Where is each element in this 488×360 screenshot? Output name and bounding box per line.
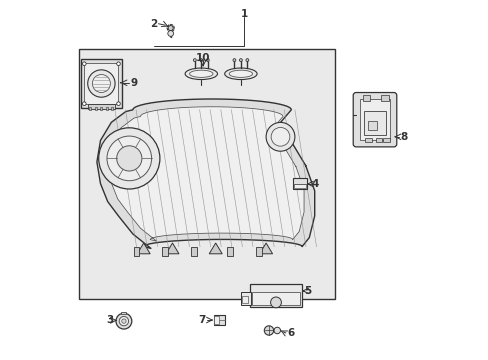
Circle shape bbox=[117, 146, 142, 171]
Ellipse shape bbox=[185, 68, 217, 80]
Circle shape bbox=[168, 26, 173, 31]
Circle shape bbox=[167, 31, 173, 36]
Circle shape bbox=[270, 297, 281, 308]
Circle shape bbox=[82, 62, 86, 66]
Bar bbox=[213, 315, 224, 325]
Text: 5: 5 bbox=[304, 286, 311, 296]
Bar bbox=[367, 121, 376, 130]
Circle shape bbox=[82, 102, 86, 105]
Bar bbox=[100, 107, 102, 110]
Circle shape bbox=[273, 327, 280, 334]
Bar bbox=[191, 247, 197, 256]
Text: 6: 6 bbox=[286, 328, 294, 338]
Bar bbox=[133, 247, 139, 256]
Text: 2: 2 bbox=[150, 19, 157, 29]
Bar bbox=[375, 138, 382, 142]
Circle shape bbox=[200, 59, 203, 62]
Circle shape bbox=[122, 319, 126, 323]
Ellipse shape bbox=[229, 70, 252, 77]
Bar bbox=[162, 247, 168, 256]
Text: 4: 4 bbox=[311, 179, 319, 189]
Ellipse shape bbox=[224, 68, 257, 80]
Bar bbox=[363, 95, 370, 101]
Polygon shape bbox=[108, 107, 304, 241]
Bar bbox=[241, 292, 250, 305]
Circle shape bbox=[119, 316, 128, 326]
Bar bbox=[121, 312, 126, 314]
Bar bbox=[292, 178, 306, 189]
Polygon shape bbox=[259, 243, 272, 254]
Text: 8: 8 bbox=[399, 132, 407, 142]
Circle shape bbox=[193, 59, 196, 62]
Circle shape bbox=[265, 122, 294, 151]
Circle shape bbox=[117, 102, 120, 105]
Bar bbox=[111, 107, 113, 110]
Circle shape bbox=[245, 59, 248, 62]
Circle shape bbox=[239, 59, 242, 62]
Bar bbox=[84, 63, 118, 104]
Ellipse shape bbox=[189, 70, 213, 77]
Text: 7: 7 bbox=[198, 315, 205, 325]
Bar bbox=[227, 247, 232, 256]
Bar bbox=[105, 107, 107, 110]
Text: 10: 10 bbox=[196, 53, 210, 63]
Text: 3: 3 bbox=[106, 315, 114, 325]
Circle shape bbox=[92, 75, 110, 93]
Bar bbox=[214, 316, 218, 324]
Circle shape bbox=[117, 62, 120, 66]
Polygon shape bbox=[166, 243, 179, 254]
Bar bbox=[256, 247, 261, 256]
Bar bbox=[249, 284, 302, 307]
Text: 9: 9 bbox=[130, 78, 137, 88]
Bar bbox=[88, 104, 115, 109]
Bar bbox=[242, 296, 248, 303]
Circle shape bbox=[270, 127, 289, 146]
Bar bbox=[251, 292, 300, 305]
Bar bbox=[363, 111, 385, 135]
Circle shape bbox=[264, 326, 273, 335]
Bar bbox=[382, 138, 389, 142]
Circle shape bbox=[99, 128, 160, 189]
Polygon shape bbox=[209, 243, 222, 254]
Circle shape bbox=[87, 70, 115, 97]
Circle shape bbox=[206, 59, 209, 62]
FancyBboxPatch shape bbox=[352, 93, 396, 147]
Bar bbox=[381, 95, 387, 101]
Bar bbox=[81, 59, 122, 108]
Bar bbox=[365, 138, 371, 142]
Circle shape bbox=[232, 59, 235, 62]
Bar bbox=[294, 184, 305, 188]
Circle shape bbox=[116, 313, 132, 329]
Circle shape bbox=[107, 136, 151, 181]
Polygon shape bbox=[137, 243, 150, 254]
Bar bbox=[79, 49, 334, 299]
Polygon shape bbox=[97, 99, 314, 248]
Bar bbox=[89, 107, 91, 110]
Bar bbox=[95, 107, 97, 110]
Text: 1: 1 bbox=[241, 9, 247, 19]
Bar bbox=[359, 99, 389, 140]
